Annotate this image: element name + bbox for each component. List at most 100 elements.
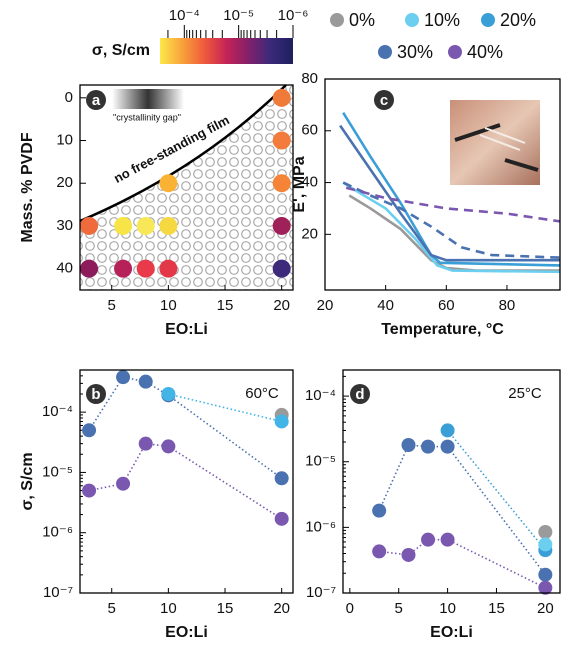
x-tick-label: 10 [160,600,177,617]
x-tick-label: 5 [108,600,116,617]
series-line [168,393,282,423]
x-axis-label: EO:Li [165,624,208,641]
plot-frame [342,369,561,594]
point [274,414,289,429]
colorbar-tick-label: 10⁻⁶ [278,7,309,24]
y-axis-label: E', MPa [291,156,308,212]
colorbar [160,38,293,64]
legend-label: 20% [500,10,536,30]
point [161,439,176,454]
point [440,532,455,547]
point [159,174,178,193]
x-tick-label: 20 [273,297,290,314]
annotation: 25°C [508,385,542,402]
series-line [339,124,560,262]
x-tick-label: 20 [537,600,554,617]
point [272,259,291,278]
series-line [342,181,561,259]
point [274,511,289,526]
legend-swatch [330,13,344,27]
series-line [446,429,546,551]
point [80,216,99,235]
x-tick-label: 60 [438,297,455,314]
point [372,544,387,559]
series-line [342,181,561,274]
point [538,537,553,552]
x-tick-label: 5 [108,297,116,314]
plot-frame [79,369,294,594]
point [272,131,291,150]
point [440,439,455,454]
panel-badge [374,90,394,110]
x-tick-label: 20 [317,297,334,314]
y-tick-label: 0 [65,89,73,106]
legend-swatch [481,13,495,27]
colorbar-tick-label: 10⁻⁴ [169,7,200,24]
y-tick-label: 10⁻⁵ [305,453,336,470]
point [272,174,291,193]
x-axis-label: EO:Li [430,624,473,641]
plot-frame [79,84,294,291]
point [538,567,553,582]
y-tick-label: 60 [301,122,318,139]
panel-badge [86,90,106,110]
series-line [342,111,561,267]
point [138,436,153,451]
y-axis-label: σ, S/cm [19,452,36,510]
x-tick-label: 15 [217,600,234,617]
colorbar-label: σ, S/cm [92,42,150,59]
point [80,259,99,278]
x-tick-label: 80 [499,297,516,314]
y-tick-label: 20 [301,225,318,242]
panel-label: b [91,386,100,403]
x-tick-label: 40 [377,297,394,314]
y-tick-label: 10⁻⁴ [42,403,73,420]
point [136,216,155,235]
inset-photo [450,100,540,185]
point [138,374,153,389]
panel-label: c [380,92,388,109]
y-tick-label: 10⁻⁶ [305,518,336,535]
point [116,370,131,385]
point [272,88,291,107]
point [114,259,133,278]
film-region [80,85,293,290]
legend-swatch [448,45,462,59]
point [401,437,416,452]
y-tick-label: 10⁻⁷ [43,584,73,601]
legend-label: 0% [349,10,375,30]
y-tick-label: 20 [56,174,73,191]
x-tick-label: 10 [439,600,456,617]
legend-label: 40% [467,42,503,62]
series-line [378,444,546,576]
plot-frame [324,78,561,291]
legend-label: 10% [424,10,460,30]
point [116,476,131,491]
point [159,216,178,235]
point [82,483,97,498]
point [161,386,176,401]
panel-label: a [92,92,101,109]
x-axis-label: EO:Li [165,321,208,338]
y-tick-label: 10⁻⁴ [305,387,336,404]
point [114,216,133,235]
series-line [379,538,546,589]
y-tick-label: 80 [301,70,318,87]
y-tick-label: 40 [56,260,73,277]
annotation: 60°C [245,385,279,402]
point [538,525,553,540]
colorbar-tick-label: 10⁻⁵ [223,7,254,24]
y-axis-label: Mass. % PVDF [19,132,36,242]
panel-badge [350,384,370,404]
point [421,439,436,454]
x-tick-label: 10 [160,297,177,314]
point [159,259,178,278]
y-tick-label: 10⁻⁶ [42,524,73,541]
annotation: "crystallinity gap" [113,112,181,122]
point [440,423,455,438]
legend-swatch [405,13,419,27]
x-tick-label: 15 [217,297,234,314]
y-tick-label: 30 [56,217,73,234]
